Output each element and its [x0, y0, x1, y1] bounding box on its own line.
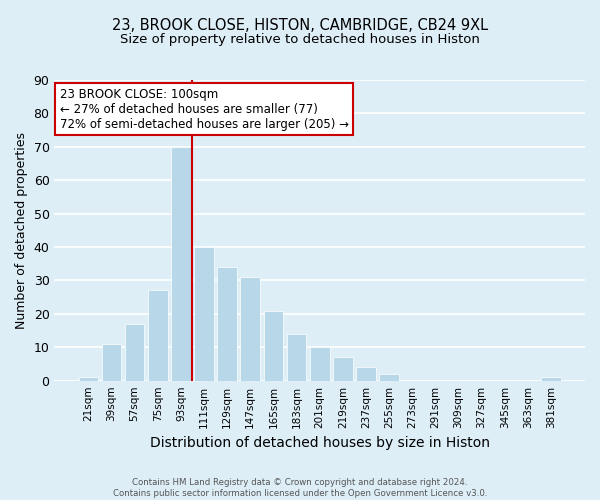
Bar — [194, 247, 214, 380]
Text: Size of property relative to detached houses in Histon: Size of property relative to detached ho… — [120, 32, 480, 46]
Bar — [287, 334, 307, 380]
Bar — [333, 358, 353, 380]
Bar — [263, 310, 283, 380]
Text: Contains HM Land Registry data © Crown copyright and database right 2024.
Contai: Contains HM Land Registry data © Crown c… — [113, 478, 487, 498]
Text: 23 BROOK CLOSE: 100sqm
← 27% of detached houses are smaller (77)
72% of semi-det: 23 BROOK CLOSE: 100sqm ← 27% of detached… — [60, 88, 349, 130]
Bar — [125, 324, 145, 380]
Bar — [356, 368, 376, 380]
Bar — [101, 344, 121, 381]
Bar — [217, 267, 237, 380]
X-axis label: Distribution of detached houses by size in Histon: Distribution of detached houses by size … — [150, 436, 490, 450]
Bar — [148, 290, 167, 380]
Bar — [310, 348, 329, 380]
Bar — [541, 378, 561, 380]
Bar — [171, 147, 191, 380]
Y-axis label: Number of detached properties: Number of detached properties — [15, 132, 28, 329]
Bar — [79, 378, 98, 380]
Bar — [241, 277, 260, 380]
Bar — [379, 374, 399, 380]
Text: 23, BROOK CLOSE, HISTON, CAMBRIDGE, CB24 9XL: 23, BROOK CLOSE, HISTON, CAMBRIDGE, CB24… — [112, 18, 488, 32]
